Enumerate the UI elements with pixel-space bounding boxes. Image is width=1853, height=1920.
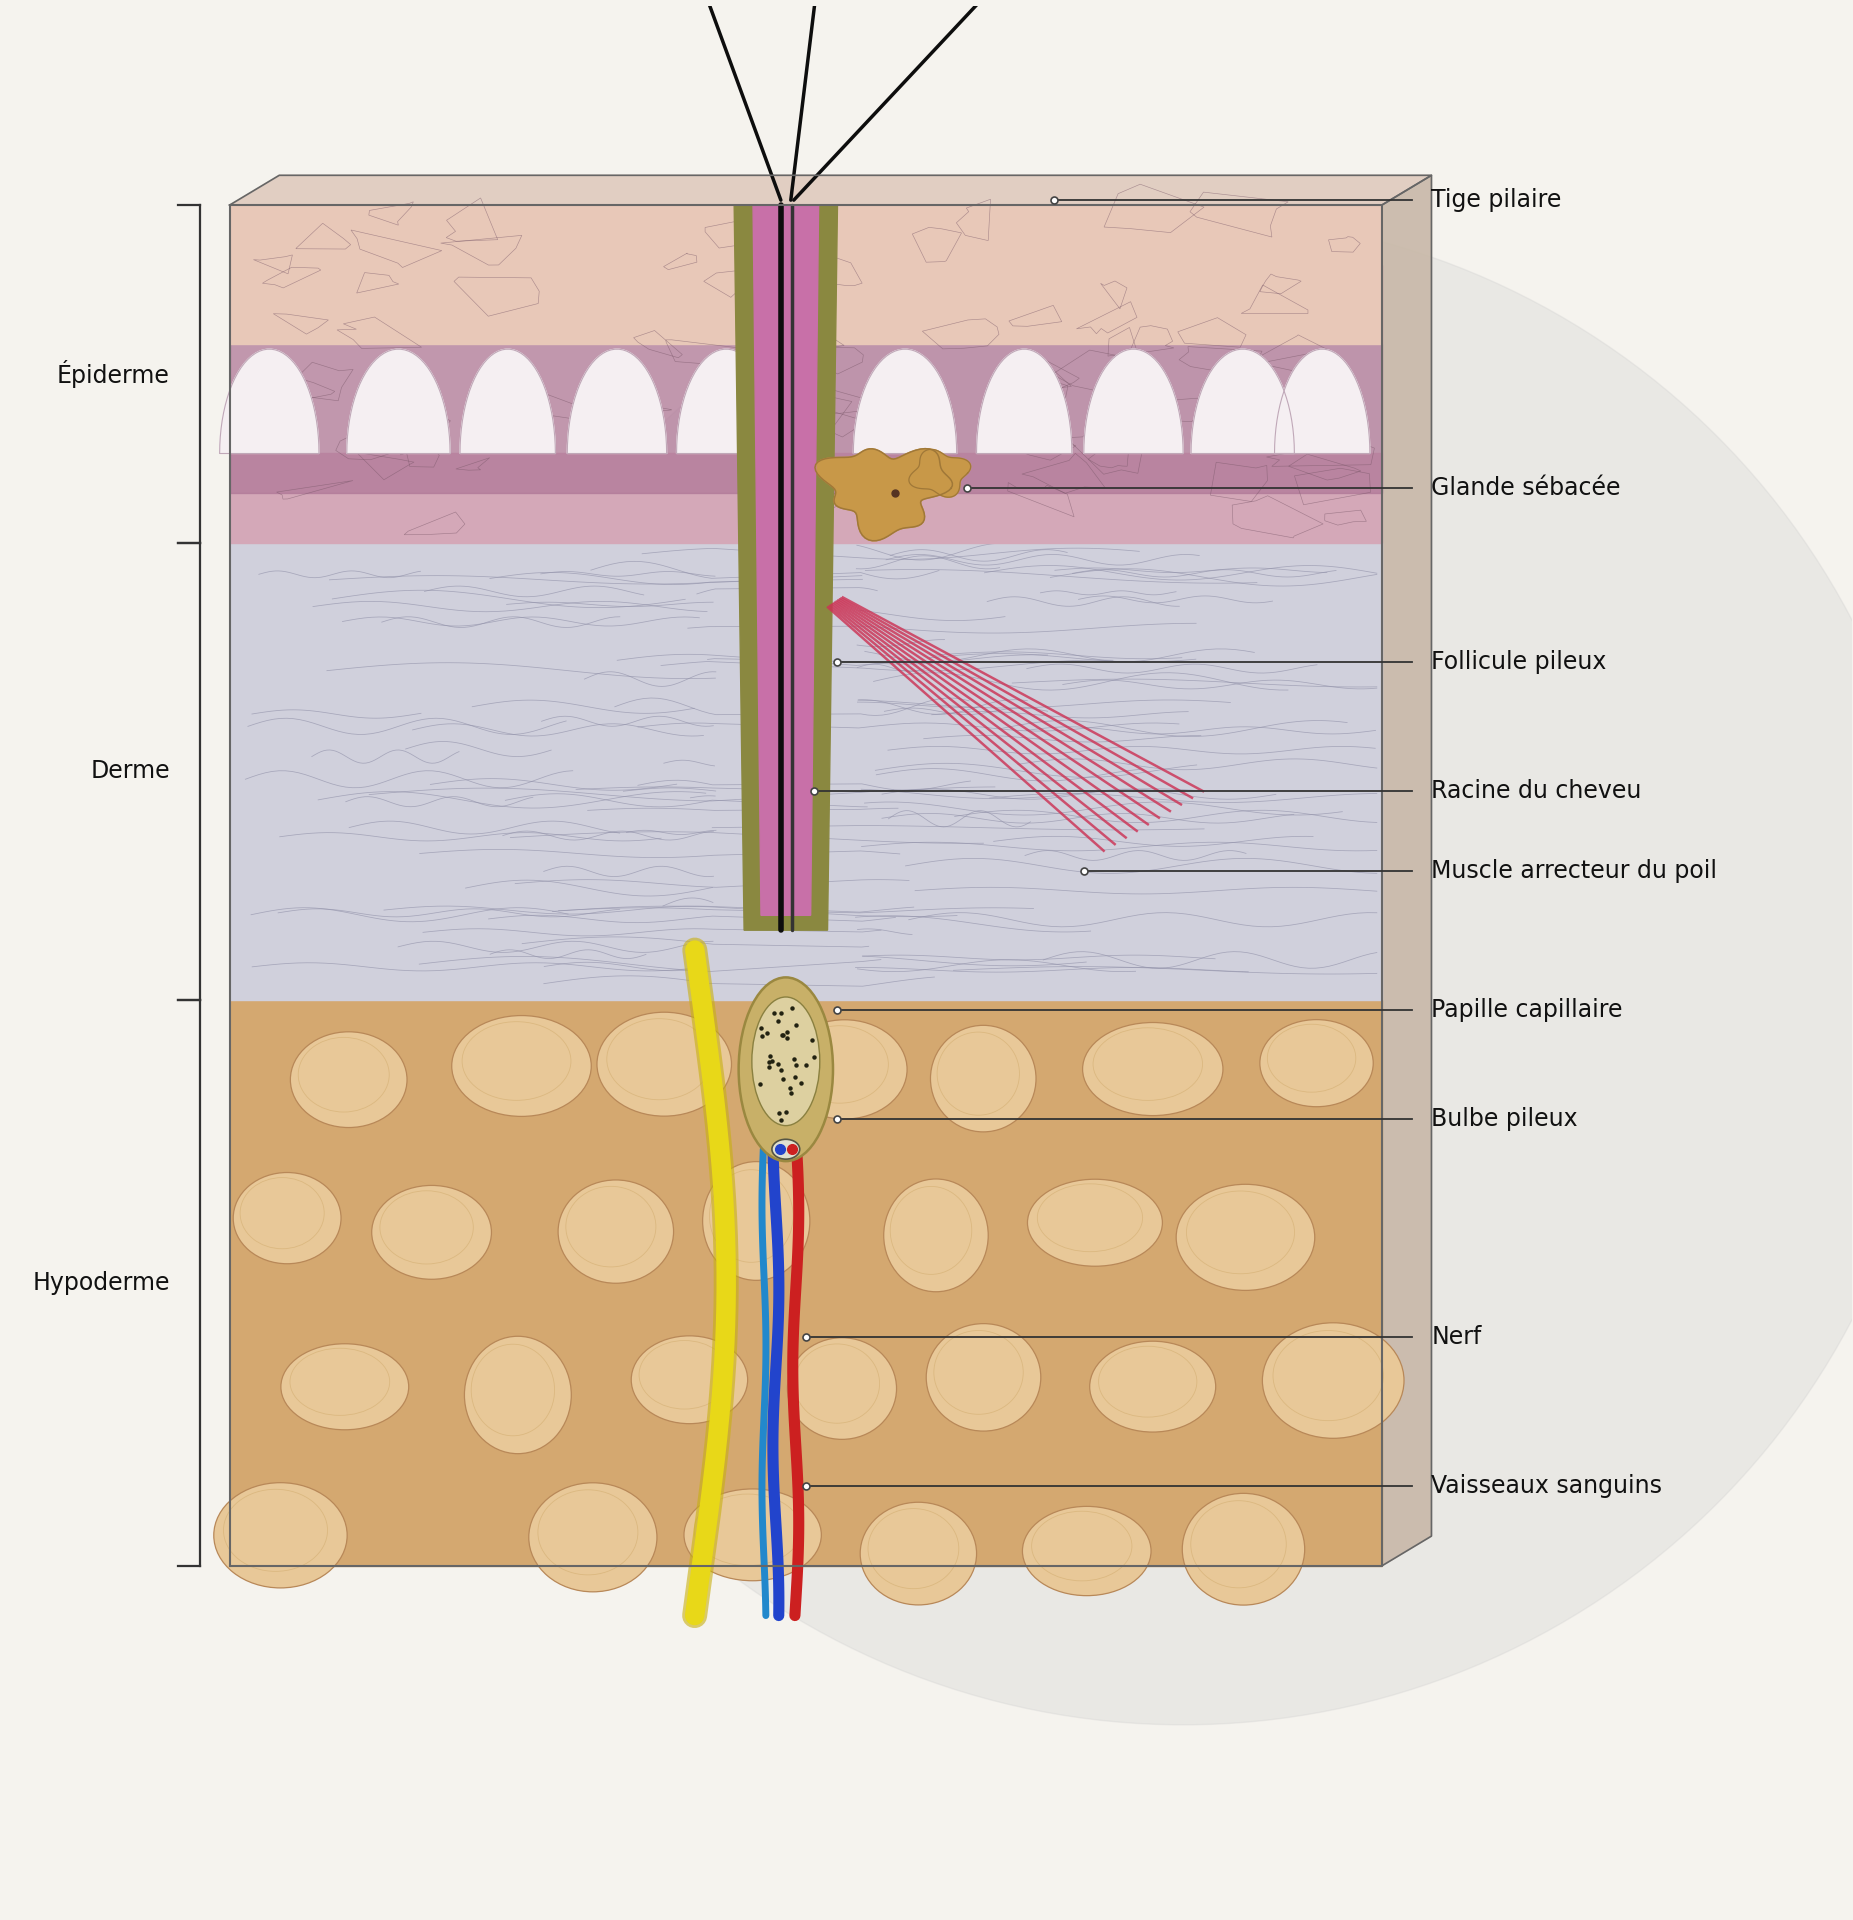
Ellipse shape [788, 1338, 897, 1440]
Ellipse shape [782, 1020, 908, 1119]
Polygon shape [1084, 349, 1182, 453]
Text: Hypoderme: Hypoderme [33, 1271, 170, 1294]
Ellipse shape [702, 1162, 810, 1281]
Polygon shape [1275, 349, 1369, 453]
Polygon shape [221, 349, 319, 453]
Circle shape [428, 215, 1853, 1724]
Polygon shape [815, 449, 952, 541]
Ellipse shape [1090, 1342, 1216, 1432]
Text: Muscle arrecteur du poil: Muscle arrecteur du poil [1432, 858, 1718, 883]
Ellipse shape [926, 1323, 1041, 1430]
Ellipse shape [372, 1185, 491, 1279]
Ellipse shape [632, 1336, 747, 1423]
Text: Bulbe pileux: Bulbe pileux [1432, 1108, 1579, 1131]
Polygon shape [230, 175, 1432, 205]
Ellipse shape [528, 1482, 658, 1592]
Ellipse shape [884, 1179, 988, 1292]
Ellipse shape [1182, 1494, 1305, 1605]
Ellipse shape [930, 1025, 1036, 1133]
Polygon shape [1382, 175, 1432, 1567]
Polygon shape [230, 205, 1382, 344]
Text: Papille capillaire: Papille capillaire [1432, 998, 1623, 1021]
Polygon shape [230, 1000, 1382, 1567]
Text: Derme: Derme [91, 758, 170, 783]
Ellipse shape [213, 1482, 347, 1588]
Ellipse shape [1023, 1507, 1151, 1596]
Polygon shape [230, 265, 1382, 493]
Ellipse shape [291, 1031, 408, 1127]
Polygon shape [230, 453, 1382, 543]
Polygon shape [230, 543, 1382, 1000]
Text: Tige pilaire: Tige pilaire [1432, 188, 1562, 211]
Text: Glande sébacée: Glande sébacée [1432, 476, 1621, 501]
Polygon shape [854, 349, 956, 453]
Polygon shape [908, 449, 971, 497]
Text: Nerf: Nerf [1432, 1325, 1482, 1350]
Ellipse shape [684, 1488, 821, 1580]
Polygon shape [977, 349, 1071, 453]
Polygon shape [752, 205, 819, 916]
Ellipse shape [1082, 1023, 1223, 1116]
Ellipse shape [752, 996, 819, 1125]
Polygon shape [567, 349, 667, 453]
Ellipse shape [558, 1181, 673, 1283]
Ellipse shape [282, 1344, 410, 1430]
Ellipse shape [465, 1336, 571, 1453]
Ellipse shape [860, 1501, 977, 1605]
Text: Épiderme: Épiderme [57, 359, 170, 388]
Ellipse shape [1027, 1179, 1162, 1265]
Ellipse shape [1262, 1323, 1405, 1438]
Ellipse shape [739, 977, 834, 1162]
Ellipse shape [233, 1173, 341, 1263]
Text: Follicule pileux: Follicule pileux [1432, 651, 1607, 674]
Ellipse shape [1177, 1185, 1316, 1290]
Polygon shape [734, 205, 838, 929]
Text: Racine du cheveu: Racine du cheveu [1432, 780, 1642, 803]
Ellipse shape [773, 1139, 800, 1160]
Text: Vaisseaux sanguins: Vaisseaux sanguins [1432, 1475, 1662, 1498]
Ellipse shape [452, 1016, 591, 1116]
Polygon shape [347, 349, 450, 453]
Ellipse shape [1260, 1020, 1373, 1106]
Ellipse shape [597, 1012, 732, 1116]
Polygon shape [460, 349, 556, 453]
Polygon shape [676, 349, 776, 453]
Polygon shape [1191, 349, 1295, 453]
